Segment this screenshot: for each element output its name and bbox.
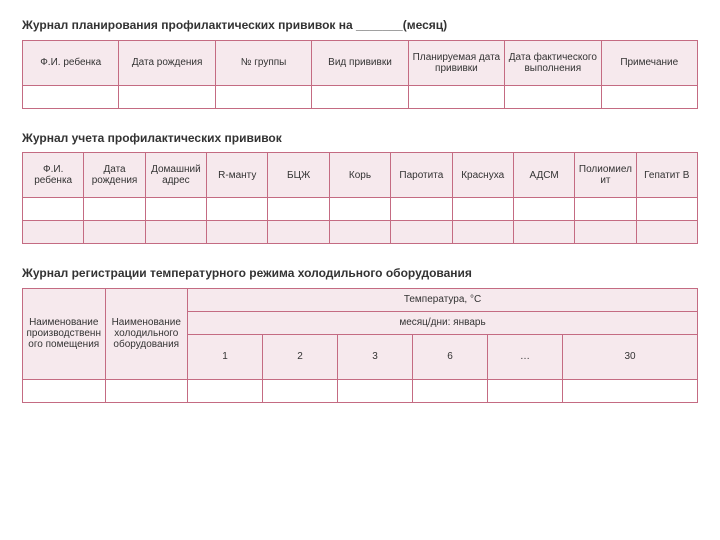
t2-col-0: Ф.И. ребенка bbox=[23, 153, 84, 198]
t2-col-6: Паротита bbox=[391, 153, 452, 198]
t2-col-7: Краснуха bbox=[452, 153, 513, 198]
table-temperature: Наименование производственного помещения… bbox=[22, 288, 698, 403]
t1-col-4: Планируемая дата прививки bbox=[408, 40, 504, 85]
table-row bbox=[23, 221, 698, 244]
table-planning: Ф.И. ребенка Дата рождения № группы Вид … bbox=[22, 40, 698, 109]
t2-col-5: Корь bbox=[329, 153, 390, 198]
table-row bbox=[23, 198, 698, 221]
t1-col-2: № группы bbox=[215, 40, 311, 85]
t3-temp-header: Температура, °С bbox=[188, 288, 698, 311]
t2-col-3: R-манту bbox=[207, 153, 268, 198]
t2-col-9: Полиомиелит bbox=[575, 153, 636, 198]
t1-col-0: Ф.И. ребенка bbox=[23, 40, 119, 85]
table-row bbox=[23, 379, 698, 402]
t3-day-5: 30 bbox=[563, 334, 698, 379]
t1-col-5: Дата фактического выполнения bbox=[505, 40, 601, 85]
t2-col-4: БЦЖ bbox=[268, 153, 329, 198]
t3-day-4: … bbox=[488, 334, 563, 379]
table-records: Ф.И. ребенка Дата рождения Домашний адре… bbox=[22, 152, 698, 244]
t2-col-8: АДСМ bbox=[513, 153, 574, 198]
t2-col-10: Гепатит В bbox=[636, 153, 697, 198]
t3-day-0: 1 bbox=[188, 334, 263, 379]
t2-col-2: Домашний адрес bbox=[145, 153, 206, 198]
t1-col-3: Вид прививки bbox=[312, 40, 408, 85]
t3-day-3: 6 bbox=[413, 334, 488, 379]
t3-day-1: 2 bbox=[263, 334, 338, 379]
t1-col-1: Дата рождения bbox=[119, 40, 215, 85]
t1-col-6: Примечание bbox=[601, 40, 697, 85]
t2-col-1: Дата рождения bbox=[84, 153, 145, 198]
t3-month-header: месяц/дни: январь bbox=[188, 311, 698, 334]
t3-day-2: 3 bbox=[338, 334, 413, 379]
t3-col-equip: Наименование холодильного оборудования bbox=[105, 288, 188, 379]
table-row bbox=[23, 85, 698, 108]
section2-title: Журнал учета профилактических прививок bbox=[22, 131, 322, 147]
t3-col-room: Наименование производственного помещения bbox=[23, 288, 106, 379]
section3-title: Журнал регистрации температурного режима… bbox=[22, 266, 698, 282]
section1-title: Журнал планирования профилактических при… bbox=[22, 18, 698, 34]
